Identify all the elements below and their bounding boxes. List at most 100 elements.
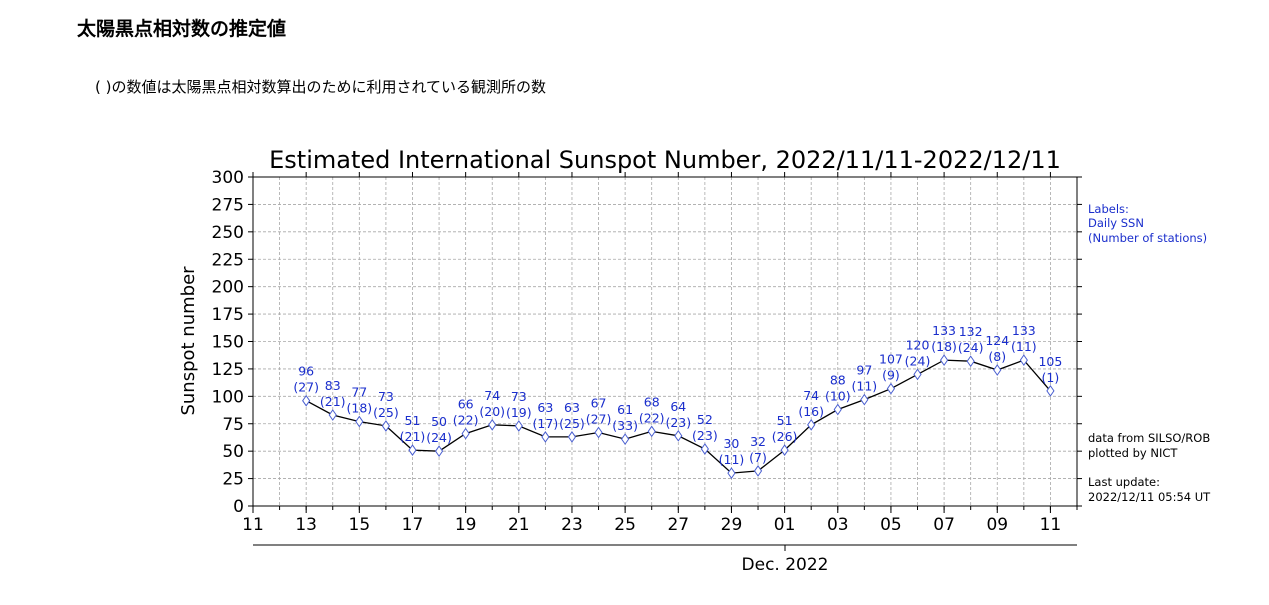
data-label-stations: (33) — [612, 418, 638, 433]
data-label-stations: (24) — [905, 353, 931, 368]
data-point-marker — [966, 355, 975, 368]
data-label-stations: (23) — [692, 428, 718, 443]
data-label-ssn: 66 — [458, 397, 474, 412]
data-point-marker — [913, 368, 922, 381]
data-label-ssn: 97 — [856, 363, 872, 378]
data-label-ssn: 74 — [484, 388, 500, 403]
data-label-stations: (24) — [958, 340, 984, 355]
data-point-marker — [886, 382, 896, 395]
x-tick-label: 11 — [1040, 515, 1062, 535]
update-line-1: Last update: — [1088, 475, 1160, 489]
x-tick-label: 11 — [242, 515, 264, 535]
data-label-stations: (23) — [665, 415, 691, 430]
data-label-ssn: 120 — [906, 337, 930, 352]
x-tick-label: 09 — [986, 515, 1008, 535]
x-tick-label: 23 — [561, 515, 583, 535]
data-point-marker — [780, 444, 789, 456]
data-label-ssn: 74 — [803, 388, 819, 403]
data-label-stations: (24) — [426, 430, 452, 445]
data-point-marker — [807, 418, 816, 431]
y-tick-label: 250 — [212, 223, 244, 243]
source-note: data from SILSO/ROB plotted by NICT — [1088, 431, 1210, 460]
x-tick-label: 27 — [667, 515, 689, 535]
data-point-marker — [355, 415, 364, 428]
y-tick-label: 150 — [212, 333, 244, 353]
x-tick-label: 21 — [508, 515, 530, 535]
data-point-marker — [833, 403, 842, 416]
x-tick-label: 03 — [827, 515, 849, 535]
data-point-marker — [647, 425, 656, 438]
data-label-stations: (21) — [320, 394, 346, 409]
data-label-stations: (16) — [798, 404, 824, 419]
data-label-ssn: 67 — [591, 396, 607, 411]
x-tick-label: 29 — [721, 515, 743, 535]
data-label-stations: (20) — [479, 404, 505, 419]
data-label-stations: (21) — [400, 429, 426, 444]
update-note: Last update: 2022/12/11 05:54 UT — [1088, 475, 1211, 504]
data-label-stations: (17) — [533, 416, 559, 431]
page-note: ( )の数値は太陽黒点相対数算出のために利用されている観測所の数 — [95, 78, 547, 96]
x-tick-label: 13 — [295, 515, 317, 535]
data-label-ssn: 124 — [985, 333, 1009, 348]
data-point-marker — [541, 431, 550, 443]
x-axis-label: Dec. 2022 — [742, 555, 829, 575]
data-label-ssn: 107 — [879, 352, 903, 367]
data-point-marker — [302, 394, 311, 407]
data-point-marker — [939, 354, 949, 367]
x-tick-label: 05 — [880, 515, 902, 535]
data-label-ssn: 88 — [830, 372, 846, 387]
data-point-marker — [1019, 354, 1028, 367]
x-tick-label: 07 — [933, 515, 955, 535]
y-tick-label: 300 — [212, 168, 244, 188]
data-label-ssn: 52 — [697, 412, 713, 427]
source-line-2: plotted by NICT — [1088, 446, 1178, 460]
data-point-marker — [328, 409, 337, 421]
data-point-marker — [860, 393, 869, 406]
data-point-marker — [514, 420, 523, 432]
data-point-marker — [700, 443, 709, 455]
y-tick-label: 0 — [233, 497, 244, 517]
data-label-ssn: 133 — [1012, 323, 1036, 338]
y-tick-label: 25 — [222, 470, 244, 490]
data-label-ssn: 61 — [617, 402, 633, 417]
data-label-stations: (22) — [453, 413, 479, 428]
y-tick-label: 75 — [222, 415, 244, 435]
data-label-ssn: 30 — [723, 436, 739, 451]
data-point-marker — [727, 467, 736, 479]
data-label-stations: (22) — [639, 410, 665, 425]
y-tick-label: 100 — [212, 387, 244, 407]
data-label-ssn: 133 — [932, 323, 956, 338]
legend-line-1: Labels: — [1088, 202, 1129, 216]
data-point-marker — [434, 445, 444, 458]
data-label-ssn: 51 — [777, 413, 793, 428]
update-line-2: 2022/12/11 05:54 UT — [1088, 490, 1211, 504]
chart-title: Estimated International Sunspot Number, … — [269, 146, 1061, 174]
data-label-stations: (18) — [931, 339, 957, 354]
data-label-stations: (27) — [586, 412, 612, 427]
y-tick-label: 200 — [212, 278, 244, 298]
series-layer — [302, 354, 1055, 479]
x-tick-label: 19 — [455, 515, 477, 535]
data-label-stations: (18) — [346, 401, 372, 416]
y-tick-label: 275 — [212, 195, 244, 215]
data-label-ssn: 32 — [750, 434, 766, 449]
x-tick-label: 15 — [349, 515, 371, 535]
data-point-marker — [753, 465, 763, 477]
page-heading: 太陽黒点相対数の推定値 — [77, 18, 287, 40]
data-point-marker — [993, 364, 1002, 376]
data-label-ssn: 63 — [537, 400, 553, 415]
data-label-ssn: 64 — [670, 399, 686, 414]
data-label-stations: (26) — [772, 429, 798, 444]
data-label-stations: (10) — [825, 388, 851, 403]
legend-line-2: Daily SSN — [1088, 216, 1144, 230]
x-tick-label: 01 — [774, 515, 796, 535]
data-label-ssn: 68 — [644, 394, 660, 409]
data-label-ssn: 51 — [405, 413, 421, 428]
data-label-stations: (11) — [1011, 339, 1037, 354]
data-label-ssn: 132 — [959, 324, 983, 339]
data-point-marker — [408, 444, 417, 456]
legend: Labels: Daily SSN (Number of stations) — [1088, 202, 1207, 245]
y-tick-label: 125 — [212, 360, 244, 380]
data-label-stations: (7) — [749, 450, 767, 465]
